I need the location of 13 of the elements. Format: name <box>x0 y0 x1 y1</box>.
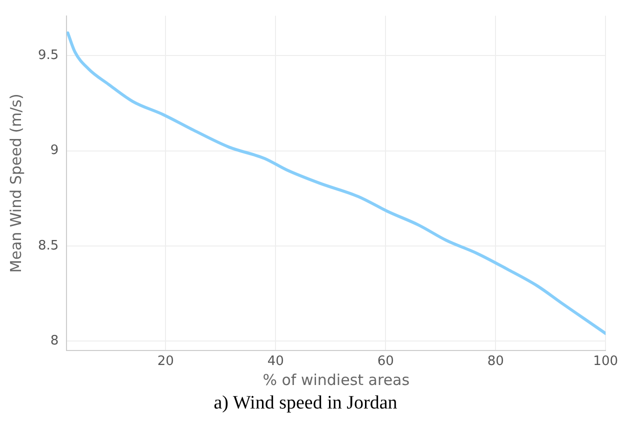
x-tick-label: 40 <box>267 354 284 369</box>
y-tick-label: 9 <box>50 143 59 158</box>
y-tick-label: 8 <box>50 333 59 348</box>
x-tick-label: 20 <box>157 354 174 369</box>
text: a) Wind speed in Jordan <box>214 392 398 414</box>
x-tick-label: 80 <box>487 354 504 369</box>
y-tick-label: 8.5 <box>38 238 59 254</box>
x-tick-label: 60 <box>377 354 394 369</box>
y-axis-title: Mean Wind Speed (m/s) <box>6 94 25 273</box>
x-tick-label: 100 <box>593 354 618 369</box>
x-axis-title: % of windiest areas <box>262 371 410 390</box>
line-series <box>66 31 606 335</box>
y-tick-label: 9.5 <box>38 48 59 64</box>
